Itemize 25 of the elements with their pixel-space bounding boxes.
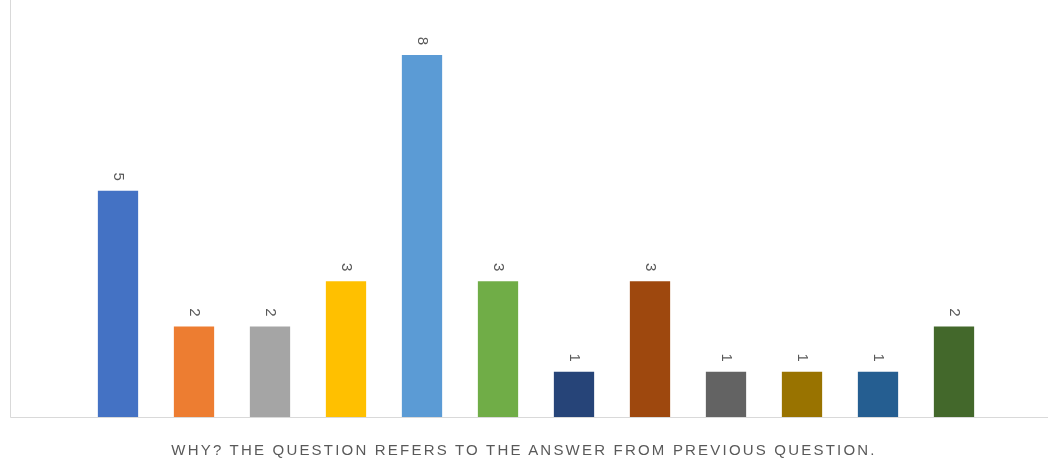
bar: [173, 326, 215, 417]
bar: [553, 371, 595, 417]
bar: [477, 281, 519, 417]
data-label: 2: [262, 308, 280, 317]
bar: [857, 371, 899, 417]
x-axis-title: WHY? THE QUESTION REFERS TO THE ANSWER FROM PREVIOUS QUESTION.: [170, 441, 878, 458]
data-label: 2: [186, 308, 204, 317]
data-label: 3: [642, 262, 660, 272]
bar: [325, 281, 367, 417]
bar: [629, 281, 671, 417]
data-label: 5: [110, 172, 128, 181]
data-label: 3: [338, 262, 356, 272]
bar: [781, 371, 823, 417]
bar: [933, 326, 975, 417]
data-label: 1: [870, 353, 888, 362]
data-label: 8: [414, 36, 432, 45]
data-label: 1: [794, 353, 812, 362]
data-label: 1: [718, 353, 736, 362]
bar: [401, 55, 443, 417]
bar: [249, 326, 291, 417]
data-label: 1: [566, 353, 584, 362]
data-label: 3: [490, 262, 508, 272]
bar: [97, 190, 139, 417]
bar: [705, 371, 747, 417]
data-label: 2: [946, 308, 964, 317]
